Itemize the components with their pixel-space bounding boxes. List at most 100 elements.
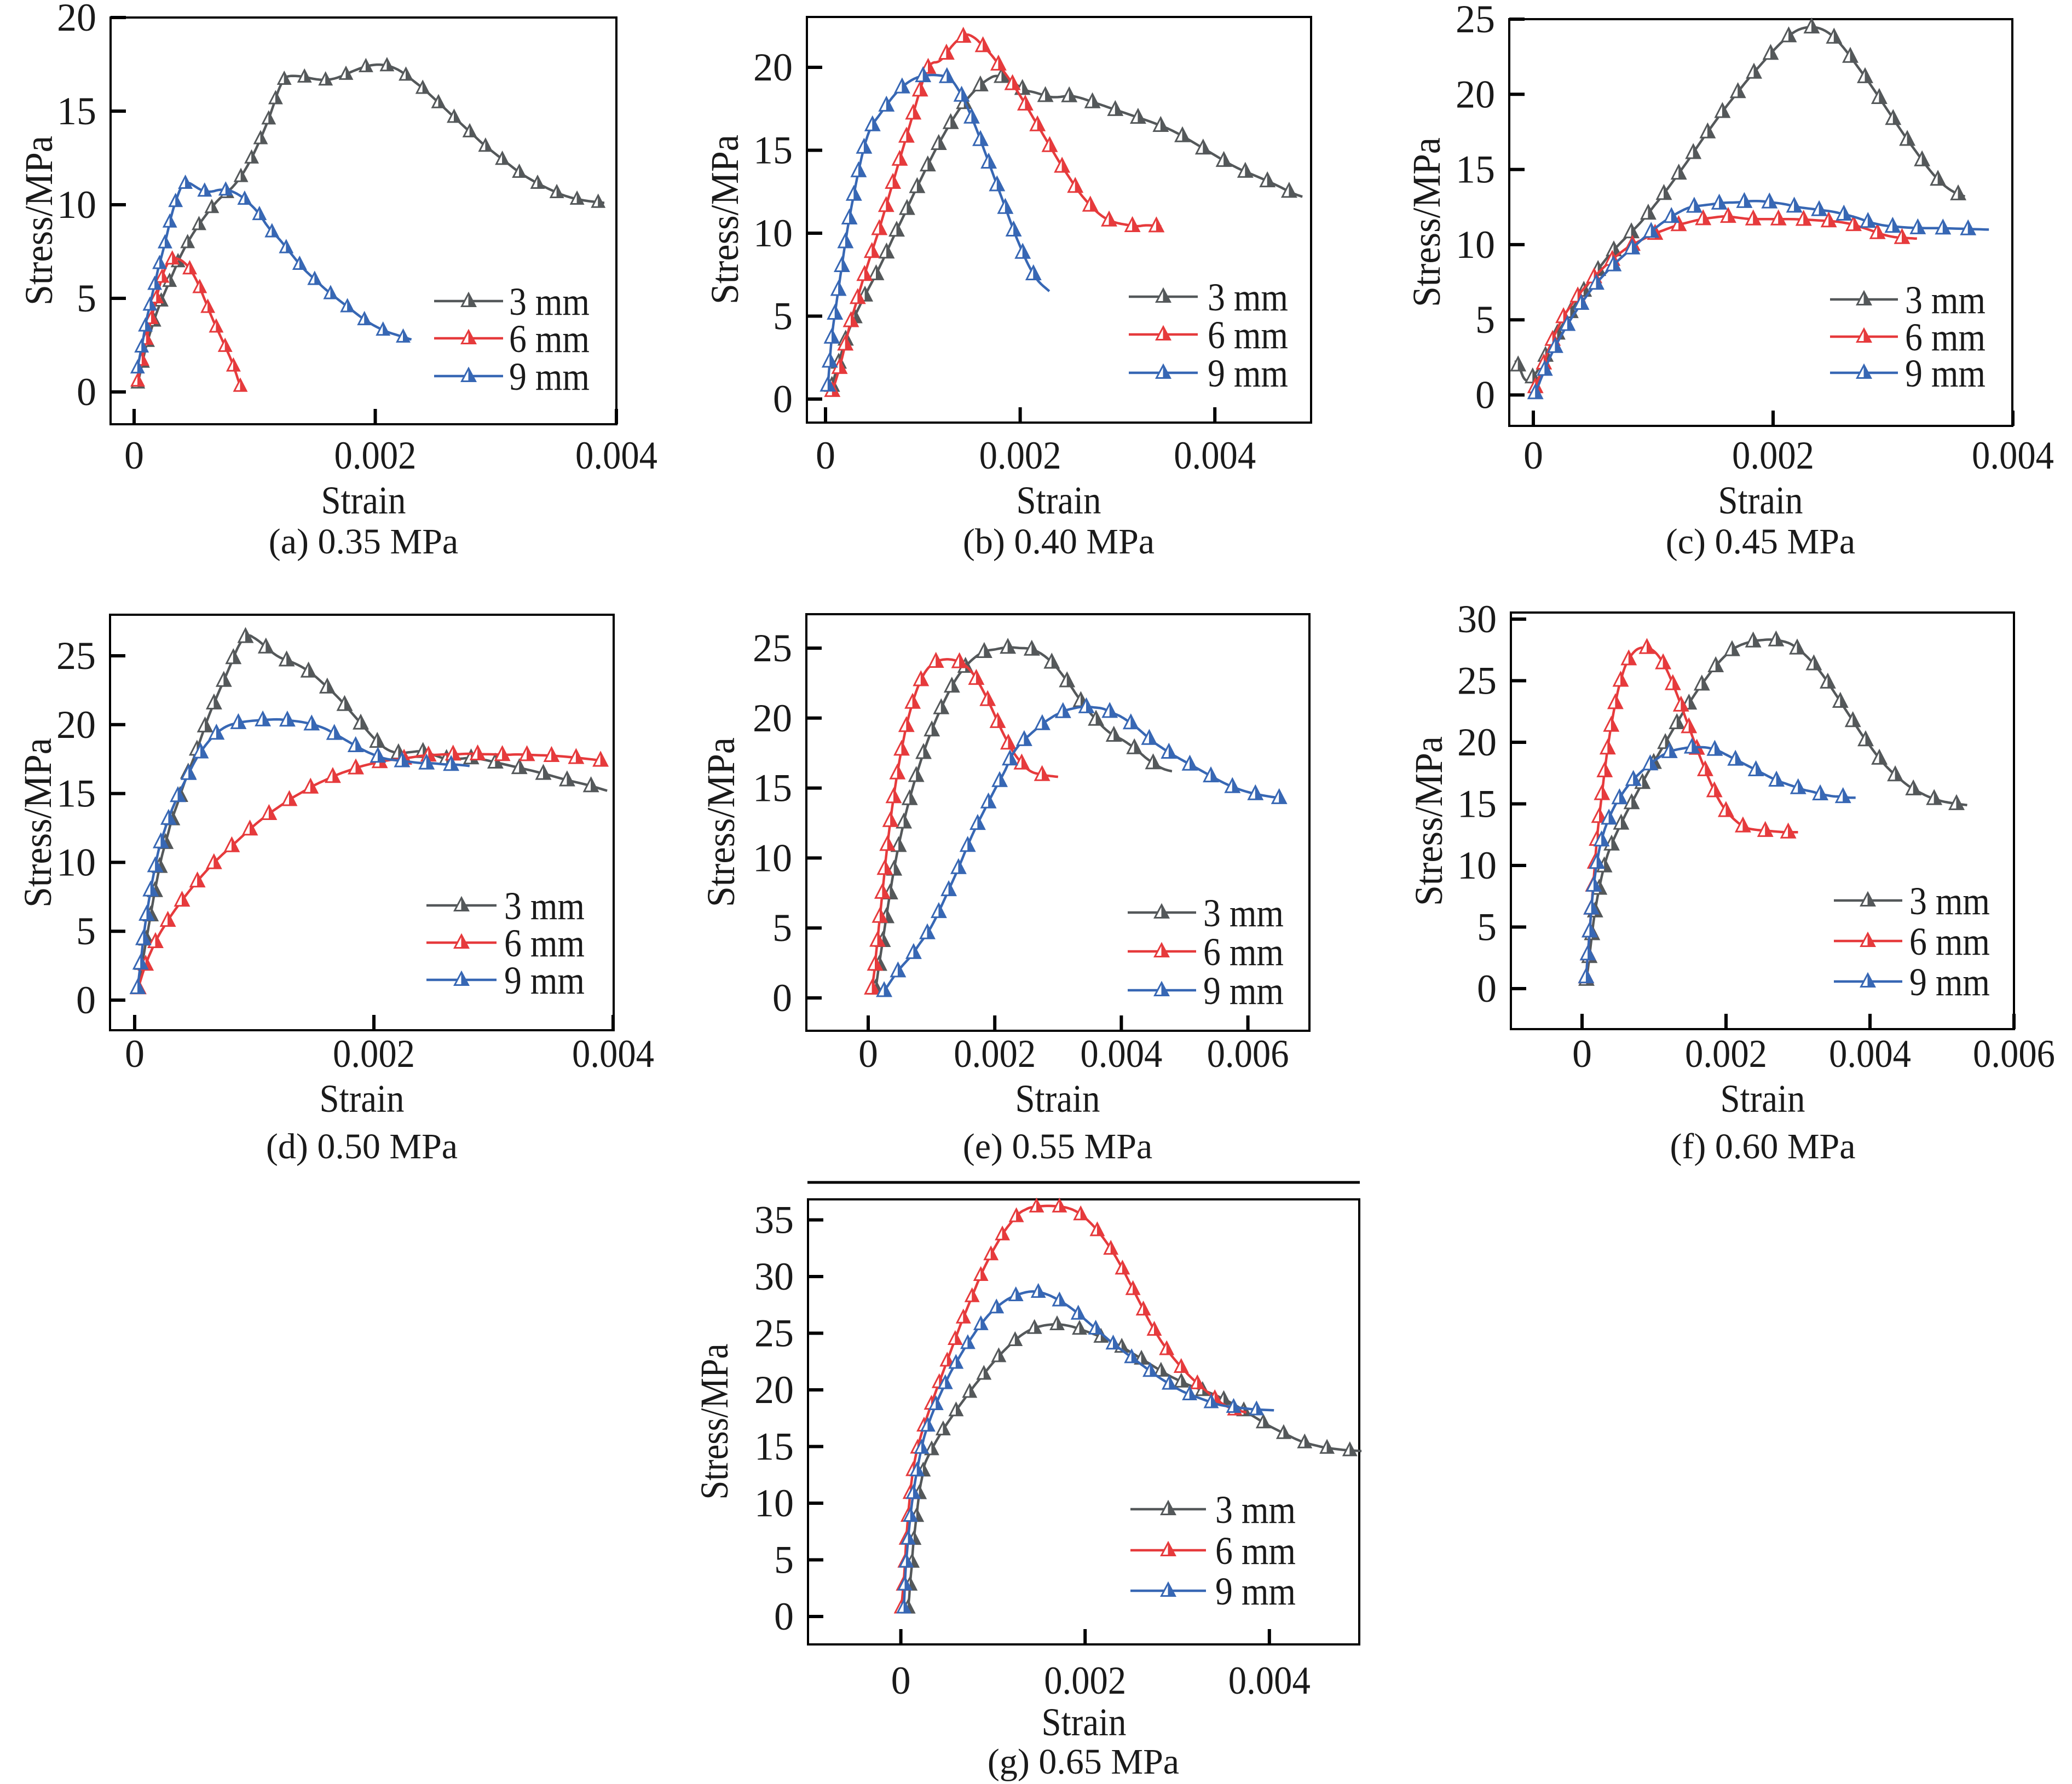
svg-text:0.004: 0.004 (572, 1032, 654, 1076)
svg-text:10: 10 (754, 1481, 794, 1525)
svg-text:9 mm: 9 mm (509, 355, 590, 399)
svg-text:0.006: 0.006 (1207, 1032, 1289, 1076)
svg-text:Stress/MPa: Stress/MPa (16, 738, 60, 908)
svg-text:6 mm: 6 mm (509, 317, 590, 361)
svg-text:Strain: Strain (1721, 1077, 1805, 1121)
svg-text:Strain: Strain (1015, 1077, 1100, 1121)
svg-text:10: 10 (1457, 844, 1497, 887)
svg-text:Stress/MPa: Stress/MPa (1405, 137, 1448, 307)
svg-text:30: 30 (754, 1255, 794, 1298)
svg-text:0: 0 (1477, 967, 1497, 1011)
svg-text:6 mm: 6 mm (1208, 313, 1288, 357)
svg-text:Strain: Strain (321, 478, 406, 522)
svg-text:5: 5 (772, 906, 792, 950)
svg-text:3 mm: 3 mm (1208, 275, 1288, 319)
svg-text:25: 25 (753, 626, 792, 670)
svg-text:5: 5 (773, 295, 793, 338)
svg-text:0.004: 0.004 (1972, 434, 2054, 477)
svg-text:0.004: 0.004 (1174, 434, 1256, 477)
svg-text:Strain: Strain (1017, 478, 1101, 522)
svg-text:0.002: 0.002 (954, 1032, 1036, 1076)
svg-text:(c) 0.45 MPa: (c) 0.45 MPa (1666, 522, 1855, 562)
svg-text:15: 15 (56, 772, 96, 816)
svg-text:9 mm: 9 mm (504, 959, 585, 1002)
svg-text:25: 25 (56, 634, 96, 678)
svg-text:9 mm: 9 mm (1208, 351, 1288, 395)
svg-text:6 mm: 6 mm (1909, 920, 1990, 963)
svg-text:0.004: 0.004 (1080, 1032, 1162, 1076)
svg-text:0.004: 0.004 (1829, 1032, 1911, 1076)
svg-text:3 mm: 3 mm (1905, 278, 1986, 322)
svg-text:10: 10 (753, 836, 792, 880)
svg-text:15: 15 (753, 129, 793, 172)
svg-text:9 mm: 9 mm (1203, 969, 1284, 1013)
svg-text:0: 0 (773, 377, 793, 421)
svg-text:0.004: 0.004 (1228, 1659, 1311, 1702)
svg-text:0: 0 (1475, 373, 1495, 417)
svg-text:10: 10 (1456, 223, 1495, 267)
svg-text:6 mm: 6 mm (1905, 315, 1986, 359)
svg-text:5: 5 (774, 1538, 794, 1582)
svg-text:25: 25 (1456, 0, 1495, 41)
svg-text:10: 10 (56, 840, 96, 884)
svg-text:(a) 0.35 MPa: (a) 0.35 MPa (269, 522, 458, 562)
svg-text:20: 20 (1457, 720, 1497, 764)
svg-text:9 mm: 9 mm (1909, 960, 1990, 1004)
svg-text:0: 0 (858, 1032, 878, 1076)
svg-text:(b) 0.40 MPa: (b) 0.40 MPa (963, 522, 1155, 562)
svg-text:5: 5 (1475, 298, 1495, 342)
svg-text:0.002: 0.002 (333, 1032, 415, 1076)
svg-text:9 mm: 9 mm (1215, 1569, 1296, 1613)
svg-text:5: 5 (76, 909, 96, 953)
svg-text:0.002: 0.002 (334, 434, 417, 477)
svg-text:20: 20 (1456, 72, 1495, 116)
svg-text:0: 0 (124, 434, 144, 477)
svg-text:15: 15 (754, 1425, 794, 1469)
svg-text:5: 5 (77, 276, 96, 320)
svg-text:Strain: Strain (320, 1077, 405, 1121)
svg-text:0: 0 (816, 434, 835, 477)
svg-text:0.002: 0.002 (1732, 434, 1814, 477)
svg-text:5: 5 (1477, 905, 1497, 949)
svg-text:25: 25 (754, 1312, 794, 1355)
svg-text:9 mm: 9 mm (1905, 351, 1986, 395)
svg-text:(d) 0.50 MPa: (d) 0.50 MPa (266, 1127, 458, 1167)
svg-text:15: 15 (1456, 148, 1495, 192)
svg-text:Strain: Strain (1042, 1700, 1127, 1744)
svg-text:3 mm: 3 mm (509, 280, 590, 324)
svg-text:Stress/MPa: Stress/MPa (692, 1344, 736, 1500)
svg-text:25: 25 (1457, 659, 1497, 703)
svg-text:35: 35 (754, 1198, 794, 1242)
svg-text:10: 10 (753, 211, 793, 255)
svg-text:3 mm: 3 mm (1909, 879, 1990, 923)
svg-text:3 mm: 3 mm (1203, 891, 1284, 935)
svg-text:15: 15 (753, 766, 792, 810)
svg-text:20: 20 (57, 0, 96, 39)
svg-text:3 mm: 3 mm (1215, 1488, 1296, 1532)
svg-text:0: 0 (77, 370, 96, 414)
svg-text:6 mm: 6 mm (1215, 1529, 1296, 1573)
svg-text:0.004: 0.004 (575, 434, 657, 477)
svg-text:3 mm: 3 mm (504, 884, 585, 928)
svg-text:0.002: 0.002 (1685, 1032, 1767, 1076)
svg-text:6 mm: 6 mm (504, 921, 585, 965)
svg-text:0: 0 (772, 976, 792, 1020)
svg-text:0: 0 (1523, 434, 1543, 477)
svg-text:20: 20 (56, 703, 96, 747)
svg-text:0.002: 0.002 (1044, 1659, 1126, 1702)
svg-text:(g) 0.65 MPa: (g) 0.65 MPa (988, 1742, 1179, 1782)
svg-text:(f) 0.60 MPa: (f) 0.60 MPa (1670, 1127, 1855, 1167)
svg-text:15: 15 (1457, 782, 1497, 826)
svg-text:0.002: 0.002 (979, 434, 1061, 477)
svg-text:0: 0 (76, 978, 96, 1022)
svg-text:Stress/MPa: Stress/MPa (17, 136, 61, 305)
svg-text:20: 20 (754, 1368, 794, 1412)
svg-text:0: 0 (1572, 1032, 1592, 1076)
svg-text:Stress/MPa: Stress/MPa (703, 135, 747, 304)
svg-text:6 mm: 6 mm (1203, 930, 1284, 974)
svg-text:0: 0 (891, 1659, 911, 1702)
svg-text:Strain: Strain (1718, 478, 1803, 522)
svg-text:15: 15 (57, 89, 96, 133)
svg-text:Stress/MPa: Stress/MPa (1407, 736, 1451, 906)
svg-text:Stress/MPa: Stress/MPa (699, 737, 743, 907)
